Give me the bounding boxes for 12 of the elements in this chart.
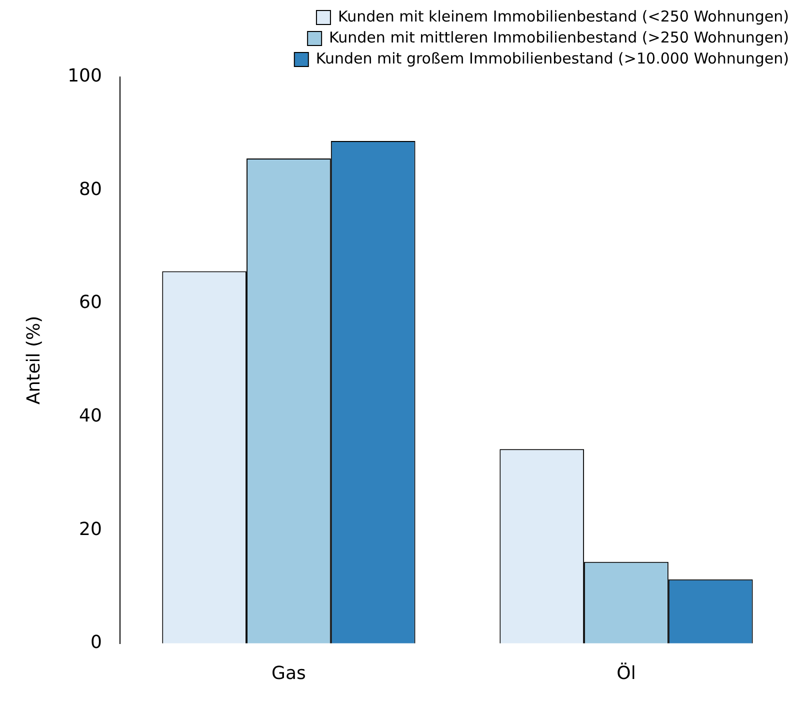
y-tick-label: 40: [79, 406, 102, 427]
y-tick-label: 0: [90, 632, 102, 654]
legend-label: Kunden mit großem Immobilienbestand (>10.000 Wohnungen): [316, 49, 789, 68]
y-tick-label: 20: [79, 518, 102, 540]
y-tick-label: 80: [79, 178, 102, 200]
x-tick-label: Öl: [616, 662, 636, 684]
y-axis-title: Anteil (%): [23, 316, 44, 405]
x-tick-label: Gas: [272, 662, 306, 684]
y-tick-label: 100: [68, 66, 102, 87]
y-tick-label: 60: [79, 292, 102, 314]
legend-label: Kunden mit kleinem Immobilienbestand (<250 Wohnungen): [338, 7, 790, 26]
legend-label: Kunden mit mittleren Immobilienbestand (>250 Wohnungen): [329, 28, 790, 46]
